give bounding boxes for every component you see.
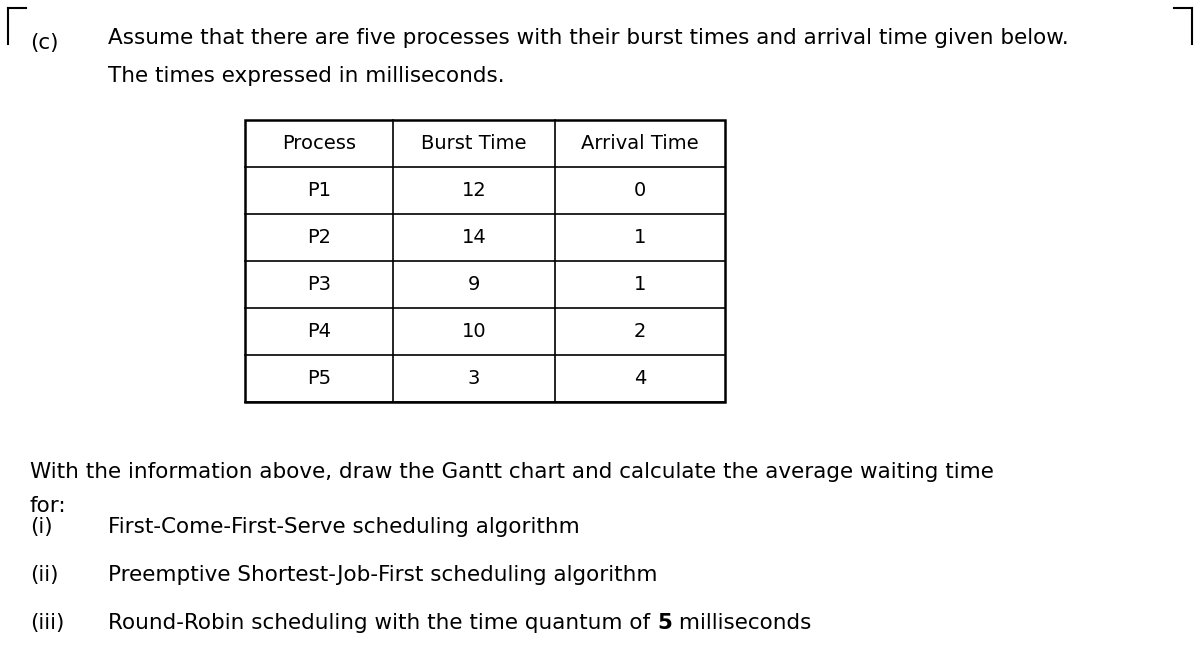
Text: The times expressed in milliseconds.: The times expressed in milliseconds. xyxy=(108,66,505,86)
Text: 4: 4 xyxy=(634,369,646,388)
Text: P4: P4 xyxy=(307,322,331,341)
Text: Round-Robin scheduling with the time quantum of: Round-Robin scheduling with the time qua… xyxy=(108,613,658,633)
Text: 10: 10 xyxy=(462,322,486,341)
Text: (ii): (ii) xyxy=(30,565,59,585)
Text: P2: P2 xyxy=(307,228,331,247)
Text: First-Come-First-Serve scheduling algorithm: First-Come-First-Serve scheduling algori… xyxy=(108,517,580,537)
Text: 1: 1 xyxy=(634,275,646,294)
Text: 2: 2 xyxy=(634,322,646,341)
Text: (iii): (iii) xyxy=(30,613,65,633)
Text: 0: 0 xyxy=(634,181,646,200)
Text: Preemptive Shortest-Job-First scheduling algorithm: Preemptive Shortest-Job-First scheduling… xyxy=(108,565,658,585)
Text: Assume that there are five processes with their burst times and arrival time giv: Assume that there are five processes wit… xyxy=(108,28,1069,48)
Text: 5: 5 xyxy=(658,613,672,633)
Text: Burst Time: Burst Time xyxy=(421,134,527,153)
Text: 14: 14 xyxy=(462,228,486,247)
Text: 9: 9 xyxy=(468,275,480,294)
Text: (i): (i) xyxy=(30,517,53,537)
Text: (c): (c) xyxy=(30,33,59,53)
Text: milliseconds: milliseconds xyxy=(672,613,811,633)
Text: 12: 12 xyxy=(462,181,486,200)
Bar xyxy=(245,120,725,402)
Text: With the information above, draw the Gantt chart and calculate the average waiti: With the information above, draw the Gan… xyxy=(30,462,994,482)
Text: P5: P5 xyxy=(307,369,331,388)
Text: Arrival Time: Arrival Time xyxy=(581,134,698,153)
Text: for:: for: xyxy=(30,496,67,516)
Text: P3: P3 xyxy=(307,275,331,294)
Text: P1: P1 xyxy=(307,181,331,200)
Text: 1: 1 xyxy=(634,228,646,247)
Text: 3: 3 xyxy=(468,369,480,388)
Text: Process: Process xyxy=(282,134,356,153)
